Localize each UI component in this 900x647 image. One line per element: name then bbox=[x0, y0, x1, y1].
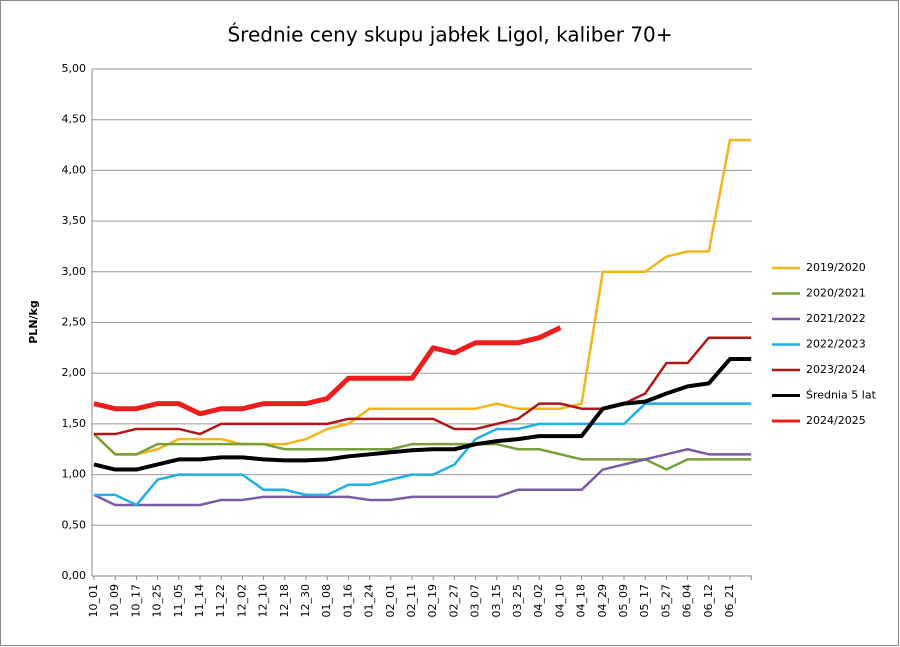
y-axis-title: PLN/kg bbox=[27, 300, 40, 343]
x-tick-label: 04_02 bbox=[532, 584, 545, 618]
x-tick-label: 01_08 bbox=[320, 584, 333, 618]
x-tick-label: 02_01 bbox=[384, 584, 397, 618]
chart-title: Średnie ceny skupu jabłek Ligol, kaliber… bbox=[227, 23, 672, 47]
x-tick-label: 01_16 bbox=[341, 584, 354, 618]
x-tick-label: 04_29 bbox=[596, 584, 609, 618]
series-line bbox=[93, 138, 752, 456]
series-line bbox=[93, 448, 752, 507]
x-tick-label: 04_10 bbox=[553, 584, 566, 618]
series-line bbox=[94, 402, 752, 507]
legend-label: 2021/2022 bbox=[806, 312, 866, 325]
y-tick-label: 0,50 bbox=[62, 518, 87, 531]
legend-label: 2019/2020 bbox=[806, 261, 866, 274]
y-tick-label: 1,50 bbox=[62, 417, 87, 430]
y-tick-label: 4,00 bbox=[62, 163, 87, 176]
x-tick-label: 04_18 bbox=[575, 584, 588, 618]
legend-label: 2024/2025 bbox=[806, 414, 866, 427]
y-tick-label: 5,00 bbox=[62, 62, 87, 75]
x-tick-label: 06_04 bbox=[681, 584, 694, 618]
x-tick-label: 10_09 bbox=[108, 584, 121, 618]
y-tick-label: 4,50 bbox=[62, 113, 87, 126]
x-tick-label: 12_10 bbox=[257, 584, 270, 618]
x-tick-label: 03_07 bbox=[469, 584, 482, 618]
legend-label: 2020/2021 bbox=[806, 287, 866, 300]
x-tick-label: 11_14 bbox=[193, 584, 206, 618]
x-tick-label: 10_01 bbox=[87, 584, 100, 618]
x-tick-label: 02_27 bbox=[447, 584, 460, 618]
x-tick-label: 03_25 bbox=[511, 584, 524, 618]
y-tick-label: 3,50 bbox=[62, 214, 87, 227]
x-tick-label: 11_05 bbox=[172, 584, 185, 618]
x-tick-label: 10_25 bbox=[151, 584, 164, 618]
x-tick-label: 05_17 bbox=[638, 584, 651, 618]
x-tick-label: 02_11 bbox=[405, 584, 418, 618]
x-tick-label: 12_02 bbox=[235, 584, 248, 618]
y-tick-label: 2,00 bbox=[62, 366, 87, 379]
x-tick-label: 12_30 bbox=[299, 584, 312, 618]
x-tick-label: 10_17 bbox=[129, 584, 142, 618]
x-tick-label: 01_24 bbox=[363, 584, 376, 618]
series-line bbox=[93, 357, 752, 472]
legend-label: 2022/2023 bbox=[806, 338, 866, 351]
x-tick-label: 02_19 bbox=[426, 584, 439, 618]
y-tick-label: 1,00 bbox=[62, 468, 87, 481]
series-line bbox=[93, 325, 562, 417]
y-tick-label: 2,50 bbox=[62, 316, 87, 329]
x-tick-label: 05_27 bbox=[659, 584, 672, 618]
legend-label: 2023/2024 bbox=[806, 363, 866, 376]
x-tick-label: 06_12 bbox=[702, 584, 715, 618]
y-tick-label: 0,00 bbox=[62, 569, 87, 582]
x-tick-label: 05_09 bbox=[617, 584, 630, 618]
y-tick-label: 3,00 bbox=[62, 265, 87, 278]
legend-label: Średnia 5 lat bbox=[806, 389, 877, 402]
series-line bbox=[94, 336, 752, 436]
x-tick-label: 06_21 bbox=[723, 584, 736, 618]
x-tick-label: 03_15 bbox=[490, 584, 503, 618]
x-tick-label: 11_22 bbox=[214, 584, 227, 618]
x-tick-label: 12_18 bbox=[278, 584, 291, 618]
